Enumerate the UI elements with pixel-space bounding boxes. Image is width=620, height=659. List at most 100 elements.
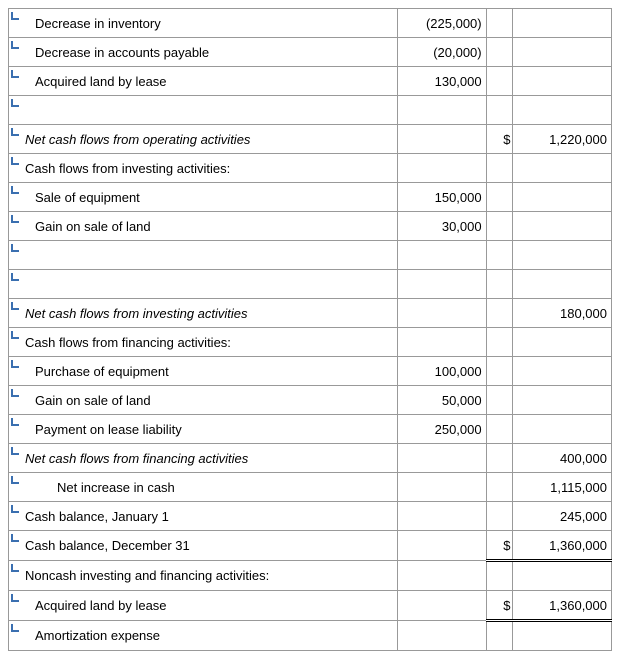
row-label	[21, 270, 397, 299]
currency-symbol	[486, 415, 513, 444]
amount-col1: (20,000)	[397, 38, 486, 67]
table-row: Net cash flows from operating activities…	[9, 125, 612, 154]
currency-symbol	[486, 444, 513, 473]
amount-col2	[513, 241, 612, 270]
amount-col2	[513, 270, 612, 299]
row-label: Decrease in inventory	[21, 9, 397, 38]
amount-col1	[397, 621, 486, 651]
amount-col1	[397, 444, 486, 473]
row-label: Net cash flows from operating activities	[21, 125, 397, 154]
table-row: Gain on sale of land50,000	[9, 386, 612, 415]
currency-symbol: $	[486, 591, 513, 621]
currency-symbol: $	[486, 125, 513, 154]
amount-col2	[513, 357, 612, 386]
row-label	[21, 241, 397, 270]
amount-col2: 1,360,000	[513, 531, 612, 561]
table-row: Decrease in accounts payable(20,000)	[9, 38, 612, 67]
amount-col2: 180,000	[513, 299, 612, 328]
row-label: Net cash flows from financing activities	[21, 444, 397, 473]
currency-symbol	[486, 270, 513, 299]
row-marker	[9, 96, 22, 125]
currency-symbol	[486, 328, 513, 357]
row-marker	[9, 386, 22, 415]
row-marker	[9, 561, 22, 591]
currency-symbol	[486, 502, 513, 531]
table-row: Noncash investing and financing activiti…	[9, 561, 612, 591]
amount-col2	[513, 9, 612, 38]
amount-col2	[513, 38, 612, 67]
amount-col1	[397, 270, 486, 299]
amount-col1	[397, 328, 486, 357]
currency-symbol	[486, 241, 513, 270]
row-marker	[9, 67, 22, 96]
row-marker	[9, 241, 22, 270]
amount-col1	[397, 96, 486, 125]
row-marker	[9, 444, 22, 473]
row-label: Acquired land by lease	[21, 67, 397, 96]
currency-symbol	[486, 473, 513, 502]
row-label: Cash flows from investing activities:	[21, 154, 397, 183]
amount-col1	[397, 125, 486, 154]
row-marker	[9, 299, 22, 328]
row-marker	[9, 270, 22, 299]
table-row	[9, 270, 612, 299]
amount-col2	[513, 183, 612, 212]
amount-col2	[513, 415, 612, 444]
amount-col1	[397, 591, 486, 621]
row-label: Net increase in cash	[21, 473, 397, 502]
currency-symbol	[486, 9, 513, 38]
row-label: Sale of equipment	[21, 183, 397, 212]
amount-col2	[513, 67, 612, 96]
amount-col1	[397, 154, 486, 183]
table-row: Acquired land by lease130,000	[9, 67, 612, 96]
table-row: Purchase of equipment100,000	[9, 357, 612, 386]
amount-col1: 30,000	[397, 212, 486, 241]
amount-col1	[397, 561, 486, 591]
row-marker	[9, 9, 22, 38]
amount-col2	[513, 154, 612, 183]
table-row: Decrease in inventory(225,000)	[9, 9, 612, 38]
amount-col2	[513, 328, 612, 357]
row-marker	[9, 125, 22, 154]
row-label: Gain on sale of land	[21, 386, 397, 415]
row-label: Payment on lease liability	[21, 415, 397, 444]
currency-symbol	[486, 96, 513, 125]
table-row: Payment on lease liability250,000	[9, 415, 612, 444]
amount-col1: (225,000)	[397, 9, 486, 38]
amount-col2: 1,115,000	[513, 473, 612, 502]
amount-col1: 100,000	[397, 357, 486, 386]
row-label: Gain on sale of land	[21, 212, 397, 241]
table-row: Net cash flows from financing activities…	[9, 444, 612, 473]
row-marker	[9, 621, 22, 651]
amount-col2: 400,000	[513, 444, 612, 473]
currency-symbol	[486, 154, 513, 183]
row-label: Noncash investing and financing activiti…	[21, 561, 397, 591]
amount-col2	[513, 96, 612, 125]
amount-col1: 50,000	[397, 386, 486, 415]
currency-symbol	[486, 38, 513, 67]
row-marker	[9, 531, 22, 561]
currency-symbol	[486, 212, 513, 241]
amount-col2	[513, 212, 612, 241]
currency-symbol	[486, 621, 513, 651]
currency-symbol	[486, 561, 513, 591]
amount-col2	[513, 621, 612, 651]
row-marker	[9, 591, 22, 621]
amount-col2: 1,360,000	[513, 591, 612, 621]
row-marker	[9, 502, 22, 531]
table-row	[9, 241, 612, 270]
currency-symbol	[486, 67, 513, 96]
row-label: Decrease in accounts payable	[21, 38, 397, 67]
table-row: Net increase in cash 1,115,000	[9, 473, 612, 502]
table-row: Amortization expense	[9, 621, 612, 651]
amount-col1	[397, 531, 486, 561]
row-marker	[9, 154, 22, 183]
row-marker	[9, 183, 22, 212]
currency-symbol	[486, 183, 513, 212]
amount-col2	[513, 561, 612, 591]
currency-symbol	[486, 386, 513, 415]
row-marker	[9, 38, 22, 67]
row-marker	[9, 212, 22, 241]
amount-col1	[397, 299, 486, 328]
amount-col1	[397, 473, 486, 502]
